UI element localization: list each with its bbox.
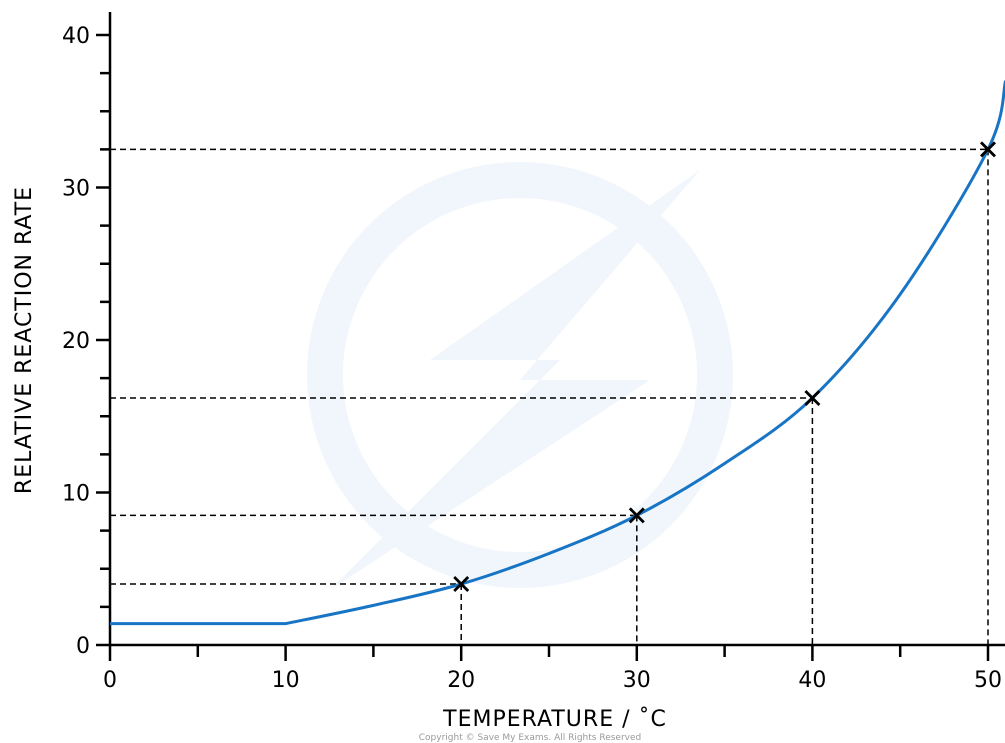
data-points [453,141,996,592]
reaction-rate-curve [110,80,1005,626]
x-tick-label: 10 [272,668,300,693]
axes [108,12,1005,647]
y-tick-label: 10 [62,482,90,507]
marker-stroke [980,141,996,158]
y-tick-label: 40 [62,24,90,49]
copyright-text: Copyright © Save My Exams. All Rights Re… [419,733,641,743]
dashed-guides [110,148,989,645]
data-point-marker [980,141,996,158]
x-axis-ticks: 0 10 20 30 40 50 [103,645,1002,693]
x-tick-label: 0 [103,668,117,693]
x-tick-label: 30 [623,668,651,693]
y-tick-label: 20 [62,329,90,354]
y-axis-title: RELATIVE REACTION RATE [12,186,37,494]
marker-stroke [804,389,821,406]
x-tick-label: 20 [447,668,475,693]
marker-stroke [453,576,470,592]
x-tick-label: 50 [974,668,1002,693]
x-axis-title: TEMPERATURE / ˚C [442,707,667,732]
marker-stroke [628,507,645,524]
x-tick-label: 40 [798,668,826,693]
data-point-marker [804,389,821,406]
y-axis-ticks: 0 10 20 30 40 [62,24,110,659]
data-point-marker [453,576,470,592]
y-tick-label: 0 [76,634,90,659]
watermark-logo [307,162,733,590]
y-tick-label: 30 [62,177,90,202]
data-point-marker [628,507,645,524]
